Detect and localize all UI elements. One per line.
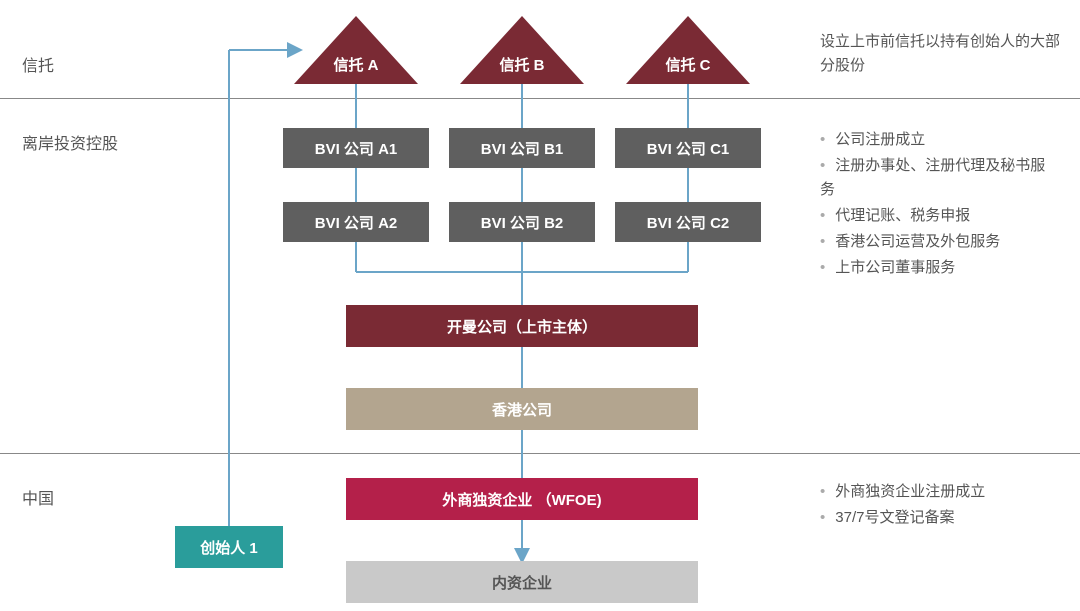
side-note-bottom: 外商独资企业注册成立 37/7号文登记备案 (820, 480, 1060, 532)
wfoe-box: 外商独资企业 （WFOE) (346, 478, 698, 520)
bvi-box-a2: BVI 公司 A2 (283, 202, 429, 242)
bvi-box-b2: BVI 公司 B2 (449, 202, 595, 242)
side-note-item: 上市公司董事服务 (820, 256, 1060, 280)
side-note-top: 设立上市前信托以持有创始人的大部分股份 (820, 30, 1060, 78)
side-note-item: 外商独资企业注册成立 (820, 480, 1060, 504)
side-note-item: 代理记账、税务申报 (820, 204, 1060, 228)
bvi-box-c1: BVI 公司 C1 (615, 128, 761, 168)
side-note-item: 香港公司运营及外包服务 (820, 230, 1060, 254)
trust-triangle-a: 信托 A (294, 16, 418, 84)
divider-2 (0, 453, 1080, 454)
trust-label: 信托 B (460, 54, 584, 75)
trust-triangle-b: 信托 B (460, 16, 584, 84)
bvi-box-b1: BVI 公司 B1 (449, 128, 595, 168)
side-note-middle: 公司注册成立 注册办事处、注册代理及秘书服务 代理记账、税务申报 香港公司运营及… (820, 128, 1060, 282)
hk-box: 香港公司 (346, 388, 698, 430)
side-note-item: 公司注册成立 (820, 128, 1060, 152)
bvi-box-c2: BVI 公司 C2 (615, 202, 761, 242)
founder-box: 创始人 1 (175, 526, 283, 568)
trust-label: 信托 C (626, 54, 750, 75)
section-label-china: 中国 (22, 485, 54, 509)
side-note-item: 37/7号文登记备案 (820, 506, 1060, 530)
bvi-box-a1: BVI 公司 A1 (283, 128, 429, 168)
trust-label: 信托 A (294, 54, 418, 75)
domestic-box: 内资企业 (346, 561, 698, 603)
section-label-offshore: 离岸投资控股 (22, 130, 118, 154)
section-label-trust: 信托 (22, 52, 54, 76)
divider-1 (0, 98, 1080, 99)
trust-triangle-c: 信托 C (626, 16, 750, 84)
cayman-box: 开曼公司（上市主体） (346, 305, 698, 347)
side-note-item: 注册办事处、注册代理及秘书服务 (820, 154, 1060, 202)
